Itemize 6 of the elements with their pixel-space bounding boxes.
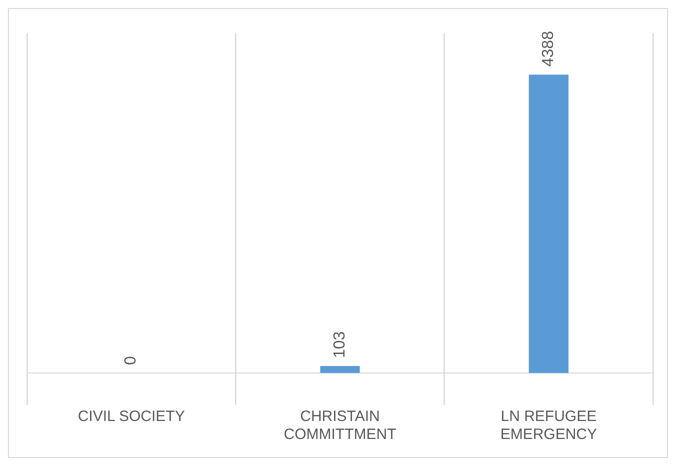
data-label: 4388 — [540, 30, 558, 67]
x-tick-label: LN REFUGEE EMERGENCY — [500, 408, 598, 444]
x-tick-label: CIVIL SOCIETY — [78, 408, 185, 426]
data-label: 103 — [331, 331, 348, 358]
x-tick-label: CHRISTAIN COMMITTMENT — [284, 408, 396, 444]
data-label: 0 — [122, 356, 140, 365]
